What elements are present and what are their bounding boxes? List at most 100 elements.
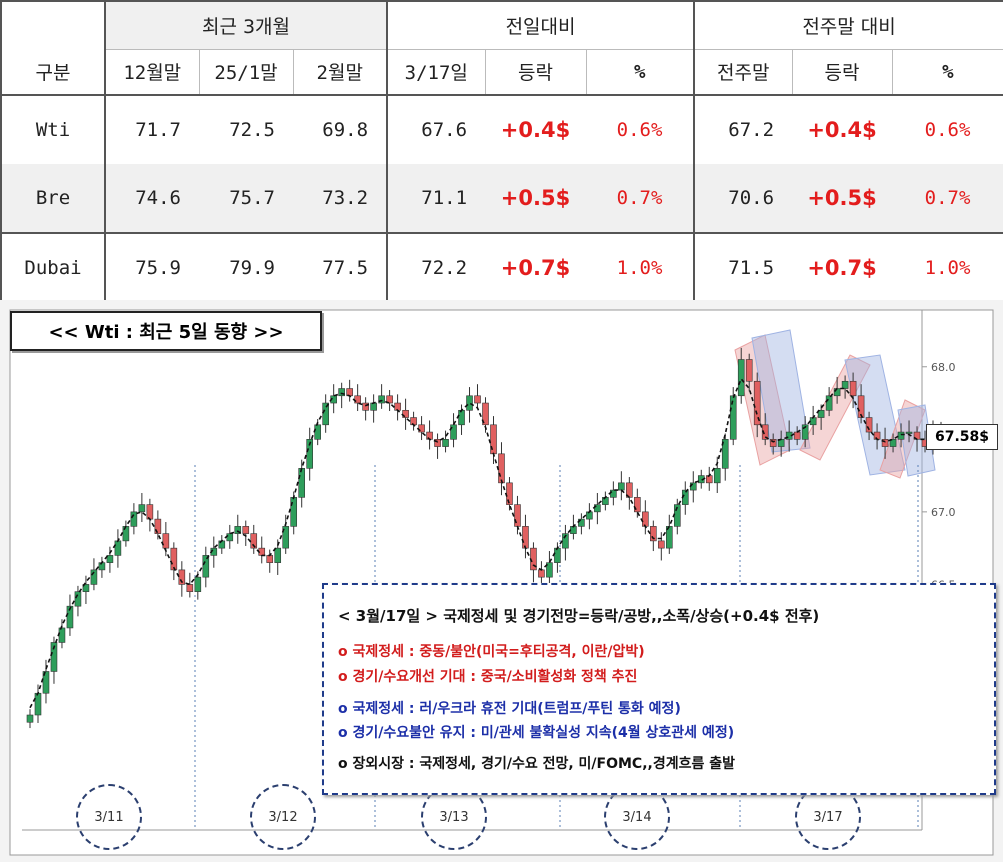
cell-pct: 1.0% <box>892 232 1003 304</box>
group-header-3months: 최근 3개월 <box>103 0 389 49</box>
cell-value: 71.1 <box>387 164 486 233</box>
note-line: o 국제정세 : 중동/불안(미국=후티공격, 이란/압박) <box>338 644 645 660</box>
candle-body <box>753 380 761 426</box>
cell-value: 70.6 <box>694 164 793 233</box>
candle-body <box>705 475 713 484</box>
cell-pct: 1.0% <box>586 232 696 304</box>
col-header-today: 3/17일 <box>387 48 486 96</box>
cell-pct: 0.6% <box>586 95 696 164</box>
candle-body <box>434 439 441 447</box>
candle-body <box>769 439 777 447</box>
col-header-jan: 25/1말 <box>198 48 293 96</box>
y-tick-label: 67.0 <box>931 506 956 519</box>
candle-body <box>106 555 114 563</box>
candle-body <box>857 395 865 418</box>
candle-body <box>538 569 545 578</box>
candle-body <box>841 380 849 389</box>
y-tick-label: 68.0 <box>931 361 956 374</box>
candle-body <box>162 533 170 549</box>
candle-body <box>713 468 721 484</box>
col-header-week-pct: % <box>891 48 1003 96</box>
candle-body <box>442 439 449 447</box>
candle-body <box>138 504 146 513</box>
cell-value: 69.8 <box>293 95 389 164</box>
candle-body <box>522 526 529 549</box>
candle-body <box>849 380 857 397</box>
candle-body <box>146 504 154 520</box>
candle-body <box>314 424 321 440</box>
cell-change: +0.7$ <box>792 232 893 304</box>
note-line: o 국제정세 : 러/우크라 휴전 기대(트럼프/푸틴 통화 예정) <box>338 701 681 717</box>
candle-body <box>58 627 66 643</box>
candle-body <box>378 395 385 404</box>
candle-body <box>634 497 641 513</box>
candle-body <box>466 395 473 411</box>
candle-body <box>482 402 489 426</box>
col-header-week-change: 등락 <box>791 48 893 96</box>
candle-body <box>554 547 561 563</box>
day-label: 3/11 <box>76 784 142 850</box>
candle-body <box>450 424 457 440</box>
cell-change: +0.4$ <box>807 118 877 142</box>
candle-body <box>825 395 833 411</box>
candle-body <box>865 417 873 433</box>
candle-body <box>170 547 178 571</box>
candle-body <box>322 402 329 426</box>
candle-body <box>506 482 513 505</box>
row-label-dubai: Dubai <box>0 232 105 304</box>
candle-body <box>793 431 801 440</box>
row-label-wti: Wti <box>0 95 105 164</box>
candle-body <box>194 576 202 592</box>
candle-body <box>881 439 889 447</box>
candle-body <box>474 395 481 404</box>
candle-body <box>729 395 737 440</box>
candle-body <box>90 569 98 585</box>
candle-body <box>761 424 769 440</box>
col-header-pct: % <box>585 48 696 96</box>
moving-average-line <box>29 377 942 709</box>
note-line: o 경기/수요불안 유지 : 미/관세 불확실성 지속(4월 상호관세 예정) <box>338 725 735 741</box>
candle-body <box>50 642 58 672</box>
candle-body <box>298 468 306 498</box>
candle-body <box>897 431 905 440</box>
candle-body <box>546 562 553 578</box>
col-header-change: 등락 <box>484 48 587 96</box>
candle-body <box>178 569 186 585</box>
candle-body <box>74 591 82 607</box>
candle-body <box>186 584 194 592</box>
candle-body <box>338 388 345 397</box>
cell-change: +0.4$ <box>500 118 571 142</box>
cell-pct: 0.7% <box>586 164 696 233</box>
price-table: 최근 3개월 전일대비 전주말 대비 구분 12월말 25/1말 2월말 3/1… <box>0 0 1003 304</box>
candle-body <box>34 692 42 716</box>
note-line: o 경기/수요개선 기대 : 중국/소비활성화 정책 추진 <box>338 669 638 685</box>
cell-pct: 0.6% <box>892 95 1003 164</box>
note-line: o 장외시장 : 국제정세, 경기/수요 전망, 미/FOMC,,경계흐름 출발 <box>338 756 735 772</box>
cell-change: +0.5$ <box>792 164 893 233</box>
candle-body <box>122 526 130 542</box>
candle-body <box>266 555 274 563</box>
candle-body <box>905 431 913 434</box>
candle-body <box>226 533 234 542</box>
candle-body <box>306 439 313 469</box>
candle-body <box>362 402 369 411</box>
candle-body <box>801 424 809 440</box>
cell-change: +0.5$ <box>485 164 587 233</box>
candle-body <box>66 605 74 629</box>
candle-body <box>282 526 290 549</box>
chart-title: << Wti : 최근 5일 동향 >> <box>10 311 322 351</box>
candle-body <box>514 504 521 527</box>
cell-value: 67.6 <box>421 119 468 141</box>
cell-value: 75.7 <box>199 164 293 233</box>
group-header-weekly: 전주말 대비 <box>694 0 1003 49</box>
cell-value: 74.6 <box>104 164 199 233</box>
candle-body <box>202 555 210 578</box>
candle-body <box>394 402 401 411</box>
candle-body <box>274 547 282 563</box>
cell-value: 72.5 <box>229 119 275 141</box>
wti-candlestick-chart: 68.067.567.066.5 <box>0 300 1003 862</box>
cell-change: +0.7$ <box>485 232 587 304</box>
candle-body <box>130 511 138 527</box>
cell-value: 71.7 <box>104 95 199 164</box>
candle-body <box>737 359 745 397</box>
